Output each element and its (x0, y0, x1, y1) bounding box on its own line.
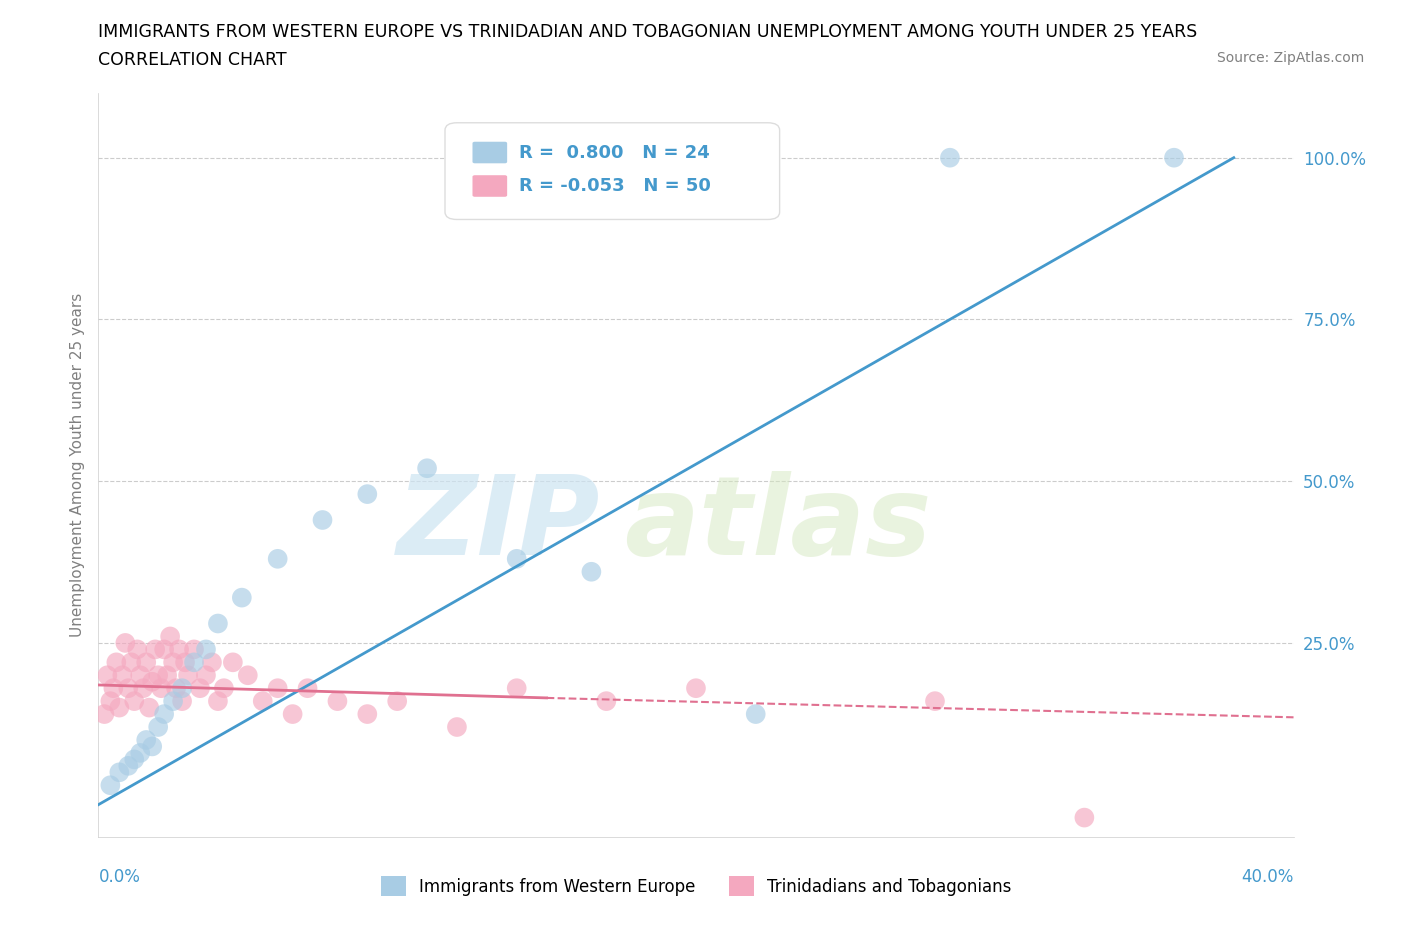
Point (446, 720, 468, 735)
Point (416, 460, 439, 475)
Point (172, 681, 194, 696)
Point (207, 694, 229, 709)
Point (98, 694, 122, 709)
Point (117, 681, 139, 696)
Point (117, 758, 139, 773)
Point (326, 694, 349, 709)
Point (138, 700, 160, 715)
Point (924, 694, 946, 709)
Point (236, 668, 259, 683)
Point (127, 642, 149, 657)
Text: ZIP: ZIP (396, 471, 600, 578)
Point (172, 694, 194, 709)
Point (231, 591, 253, 605)
Point (188, 681, 211, 696)
Point (156, 668, 179, 683)
Point (124, 694, 146, 709)
Point (159, 629, 181, 644)
Point (114, 635, 136, 650)
Point (506, 551, 529, 566)
Point (141, 739, 163, 754)
Point (148, 720, 170, 735)
Point (195, 668, 218, 683)
Point (93, 707, 115, 722)
Point (162, 694, 184, 709)
Point (267, 551, 290, 566)
Point (129, 746, 152, 761)
Y-axis label: Unemployment Among Youth under 25 years: Unemployment Among Youth under 25 years (69, 293, 84, 637)
Point (148, 668, 170, 683)
FancyBboxPatch shape (472, 175, 508, 197)
Point (252, 694, 274, 709)
Point (267, 681, 290, 696)
FancyBboxPatch shape (446, 123, 780, 219)
FancyBboxPatch shape (472, 141, 508, 164)
Point (183, 655, 205, 670)
Point (129, 668, 152, 683)
Text: Source: ZipAtlas.com: Source: ZipAtlas.com (1216, 51, 1364, 65)
Point (162, 655, 184, 670)
Text: 0.0%: 0.0% (98, 868, 141, 885)
Point (356, 486, 378, 501)
Text: CORRELATION CHART: CORRELATION CHART (98, 51, 287, 69)
Point (297, 681, 319, 696)
Point (108, 764, 131, 779)
Text: IMMIGRANTS FROM WESTERN EUROPE VS TRINIDADIAN AND TOBAGONIAN UNEMPLOYMENT AMONG : IMMIGRANTS FROM WESTERN EUROPE VS TRINID… (98, 23, 1198, 41)
Point (120, 655, 142, 670)
Point (150, 681, 173, 696)
Point (153, 707, 176, 722)
Point (141, 674, 163, 689)
Point (745, 707, 768, 722)
Point (105, 655, 128, 670)
Point (207, 616, 229, 631)
Point (1163, 151, 1185, 166)
Point (153, 642, 176, 657)
Text: R =  0.800   N = 24: R = 0.800 N = 24 (519, 143, 710, 162)
Point (143, 642, 166, 657)
Point (212, 681, 235, 696)
Point (183, 642, 205, 657)
Text: atlas: atlas (624, 471, 932, 578)
Point (581, 565, 603, 579)
Point (595, 694, 617, 709)
Point (174, 655, 197, 670)
Point (177, 668, 200, 683)
Point (356, 707, 378, 722)
Point (506, 681, 529, 696)
Point (685, 681, 707, 696)
Point (311, 512, 333, 527)
Point (222, 655, 245, 670)
Point (124, 752, 146, 767)
Point (165, 681, 187, 696)
Point (201, 655, 224, 670)
Point (281, 707, 304, 722)
Text: 40.0%: 40.0% (1241, 868, 1294, 885)
Point (195, 642, 218, 657)
Point (135, 733, 157, 748)
Point (167, 642, 190, 657)
Point (939, 151, 962, 166)
Point (132, 681, 155, 696)
Point (108, 700, 131, 715)
Point (1073, 810, 1095, 825)
Point (111, 668, 134, 683)
Point (385, 694, 409, 709)
Legend: Immigrants from Western Europe, Trinidadians and Tobagonians: Immigrants from Western Europe, Trinidad… (374, 870, 1018, 903)
Text: R = -0.053   N = 50: R = -0.053 N = 50 (519, 177, 711, 195)
Point (135, 655, 157, 670)
Point (96, 668, 118, 683)
Point (98, 777, 122, 792)
Point (103, 681, 125, 696)
